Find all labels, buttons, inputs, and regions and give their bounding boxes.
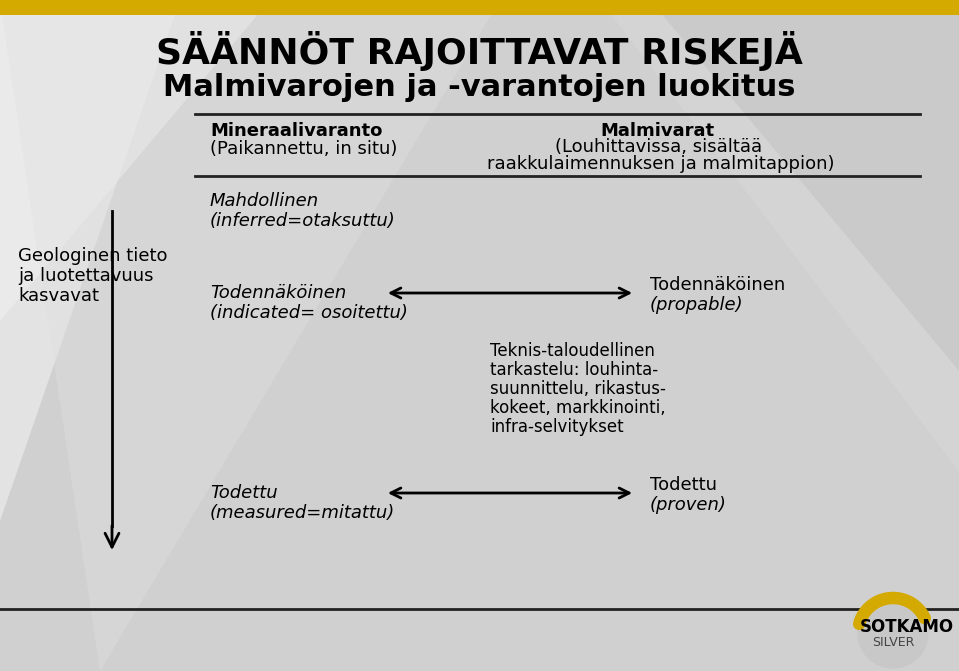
Text: ja luotettavuus: ja luotettavuus — [18, 267, 153, 285]
Text: (inferred=otaksuttu): (inferred=otaksuttu) — [210, 212, 396, 230]
Text: Todennäköinen: Todennäköinen — [210, 284, 346, 302]
Text: (measured=mitattu): (measured=mitattu) — [210, 504, 395, 522]
Text: Todettu: Todettu — [650, 476, 717, 494]
Text: Mineraalivaranto: Mineraalivaranto — [210, 122, 383, 140]
Polygon shape — [600, 0, 959, 471]
Text: Todennäköinen: Todennäköinen — [650, 276, 785, 294]
Text: (indicated= osoitettu): (indicated= osoitettu) — [210, 304, 408, 322]
Text: (Louhittavissa, sisältää: (Louhittavissa, sisältää — [555, 138, 762, 156]
Text: tarkastelu: louhinta-: tarkastelu: louhinta- — [490, 361, 658, 379]
Polygon shape — [0, 0, 270, 321]
Text: Malmivarat: Malmivarat — [600, 122, 714, 140]
Polygon shape — [650, 0, 959, 371]
Text: (proven): (proven) — [650, 496, 727, 514]
Text: Teknis-taloudellinen: Teknis-taloudellinen — [490, 342, 655, 360]
Polygon shape — [0, 0, 180, 521]
Polygon shape — [0, 0, 500, 671]
Text: infra-selvitykset: infra-selvitykset — [490, 418, 623, 436]
Circle shape — [858, 598, 928, 668]
Text: Mahdollinen: Mahdollinen — [210, 192, 319, 210]
Text: suunnittelu, rikastus-: suunnittelu, rikastus- — [490, 380, 666, 398]
Text: kokeet, markkinointi,: kokeet, markkinointi, — [490, 399, 666, 417]
Text: Geologinen tieto: Geologinen tieto — [18, 247, 168, 265]
Text: SILVER: SILVER — [872, 635, 914, 648]
Text: Malmivarojen ja -varantojen luokitus: Malmivarojen ja -varantojen luokitus — [163, 74, 795, 103]
Text: kasvavat: kasvavat — [18, 287, 99, 305]
Text: SÄÄNNÖT RAJOITTAVAT RISKEJÄ: SÄÄNNÖT RAJOITTAVAT RISKEJÄ — [155, 31, 803, 71]
Bar — [0, 0, 959, 15]
Text: Todettu: Todettu — [210, 484, 277, 502]
Text: SOTKAMO: SOTKAMO — [860, 618, 954, 636]
Text: (propable): (propable) — [650, 296, 743, 314]
Text: raakkulaimennuksen ja malmitappion): raakkulaimennuksen ja malmitappion) — [487, 155, 834, 173]
Text: (Paikannettu, in situ): (Paikannettu, in situ) — [210, 140, 397, 158]
